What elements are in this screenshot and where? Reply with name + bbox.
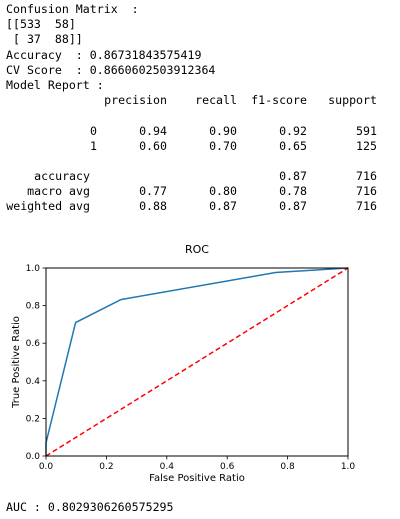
blank-row	[6, 108, 377, 123]
report-header-precision: precision	[104, 93, 167, 108]
report-row-label: macro avg	[27, 184, 90, 199]
x-axis-label: False Positive Ratio	[149, 473, 245, 484]
x-tick-label: 0.0	[39, 462, 54, 472]
report-cell-precision: 0.60	[139, 138, 167, 153]
x-tick-label: 0.8	[280, 462, 295, 472]
x-tick-label: 1.0	[341, 462, 356, 472]
accuracy-line: Accuracy : 0.86731843575419	[6, 47, 202, 62]
series-lines	[45, 267, 349, 457]
x-tick-label: 0.4	[160, 462, 175, 472]
report-row-class-0: 0 0.94 0.90 0.92 591	[6, 124, 377, 139]
report-cell-recall: 0.87	[209, 199, 237, 214]
auc-output: AUC : 0.8029306260575295	[6, 500, 174, 514]
report-row-label: weighted avg	[6, 199, 90, 214]
model-report-title: Model Report :	[6, 77, 104, 92]
y-ticks: 0.0 0.2 0.4 0.6 0.8 1.0	[26, 264, 46, 462]
chance-diagonal-line	[45, 267, 349, 457]
report-cell-precision: 0.88	[139, 199, 167, 214]
report-cell-f1: 0.87	[279, 199, 307, 214]
report-cell-support: 716	[356, 169, 377, 184]
x-ticks: 0.0 0.2 0.4 0.6 0.8 1.0	[39, 456, 356, 472]
x-tick-label: 0.6	[220, 462, 235, 472]
blank-row	[6, 154, 377, 169]
console-output: Confusion Matrix : [[533 58] [ 37 88]] Acc…	[6, 2, 377, 215]
report-header-recall: recall	[195, 93, 237, 108]
report-cell-f1: 0.87	[279, 169, 307, 184]
report-cell-f1: 0.65	[279, 138, 307, 153]
y-tick-label: 0.8	[26, 302, 41, 312]
y-tick-label: 0.6	[26, 339, 41, 349]
roc-chart: ROC 0.0 0.2 0.4 0.6 0.8 1.0 0.0 0.2 0.4 0.6 0.8 1.…	[11, 243, 356, 484]
report-row-label: 0	[90, 123, 97, 138]
confusion-matrix-row-1: [[533 58]	[6, 17, 76, 32]
y-tick-label: 0.2	[26, 414, 40, 424]
report-cell-support: 716	[356, 199, 377, 214]
cv-score-line: CV Score : 0.8660602503912364	[6, 62, 216, 77]
chart-title: ROC	[185, 243, 209, 256]
report-header-f1: f1-score	[251, 93, 307, 108]
report-cell-f1: 0.78	[279, 184, 307, 199]
x-tick-label: 0.2	[99, 462, 113, 472]
report-cell-support: 716	[356, 184, 377, 199]
y-tick-label: 1.0	[26, 264, 41, 274]
report-row-accuracy: accuracy 0.87 716	[6, 169, 377, 184]
confusion-matrix-title: Confusion Matrix :	[6, 2, 139, 16]
report-cell-recall: 0.80	[209, 184, 237, 199]
report-row-class-1: 1 0.60 0.70 0.65 125	[6, 139, 377, 154]
confusion-matrix-row-2: [ 37 88]]	[6, 32, 83, 47]
y-tick-label: 0.4	[26, 377, 41, 387]
report-header-row: precision recall f1-score support	[6, 93, 377, 108]
report-cell-precision: 0.77	[139, 184, 167, 199]
report-row-label: accuracy	[34, 169, 90, 184]
report-row-label: 1	[90, 138, 97, 153]
report-row-weighted-avg: weighted avg 0.88 0.87 0.87 716	[6, 199, 377, 214]
y-tick-label: 0.0	[26, 452, 41, 462]
plot-frame	[45, 267, 349, 457]
report-header-support: support	[328, 93, 377, 108]
report-cell-support: 591	[356, 123, 377, 138]
report-cell-recall: 0.90	[209, 123, 237, 138]
report-row-macro-avg: macro avg 0.77 0.80 0.78 716	[6, 184, 377, 199]
report-cell-precision: 0.94	[139, 123, 167, 138]
report-cell-recall: 0.70	[209, 138, 237, 153]
y-axis-label: True Positive Ratio	[11, 316, 22, 409]
report-cell-f1: 0.92	[279, 123, 307, 138]
report-cell-support: 125	[356, 138, 377, 153]
